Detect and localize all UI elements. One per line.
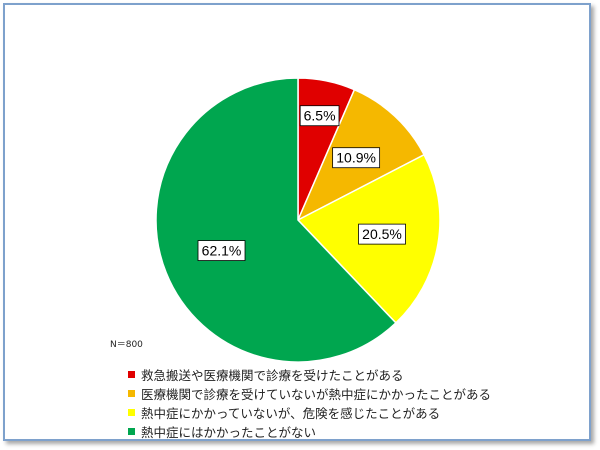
data-label-4: 62.1% — [197, 240, 246, 261]
data-label-2: 10.9% — [332, 147, 381, 169]
legend-label: 救急搬送や医療機関で診療を受けたことがある — [141, 368, 404, 383]
legend-label: 医療機関で診療を受けていないが熱中症にかかったことがある — [141, 387, 492, 402]
legend-swatch — [128, 390, 135, 397]
data-label-3: 20.5% — [358, 223, 406, 245]
legend-swatch — [128, 371, 135, 378]
data-label-1: 6.5% — [299, 105, 340, 127]
data-label-box — [332, 147, 381, 169]
legend-item: 医療機関で診療を受けていないが熱中症にかかったことがある — [128, 384, 491, 403]
legend-item: 熱中症にかかっていないが、危険を感じたことがある — [128, 403, 491, 422]
data-label-text: 10.9% — [336, 150, 376, 166]
legend-item: 救急搬送や医療機関で診療を受けたことがある — [128, 365, 491, 384]
pie-slices — [155, 77, 441, 363]
data-label-box — [299, 105, 340, 127]
sample-size-annotation: N＝800 — [110, 340, 143, 350]
data-label-box — [197, 240, 246, 261]
legend-label: 熱中症にかかっていないが、危険を感じたことがある — [141, 406, 441, 421]
legend-swatch — [128, 409, 135, 416]
data-label-text: 20.5% — [362, 226, 402, 242]
legend-swatch — [128, 428, 135, 435]
data-label-text: 6.5% — [304, 108, 336, 124]
pie-slice-4 — [155, 77, 397, 363]
data-label-box — [358, 223, 406, 245]
data-label-text: 62.1% — [202, 243, 242, 259]
chart-legend: 救急搬送や医療機関で診療を受けたことがある医療機関で診療を受けていないが熱中症に… — [128, 365, 491, 441]
pie-data-labels: 6.5% 10.9% 20.5% 62.1% — [197, 105, 406, 261]
legend-item: 熱中症にはかかったことがない — [128, 422, 491, 441]
legend-label: 熱中症にはかかったことがない — [141, 425, 317, 440]
